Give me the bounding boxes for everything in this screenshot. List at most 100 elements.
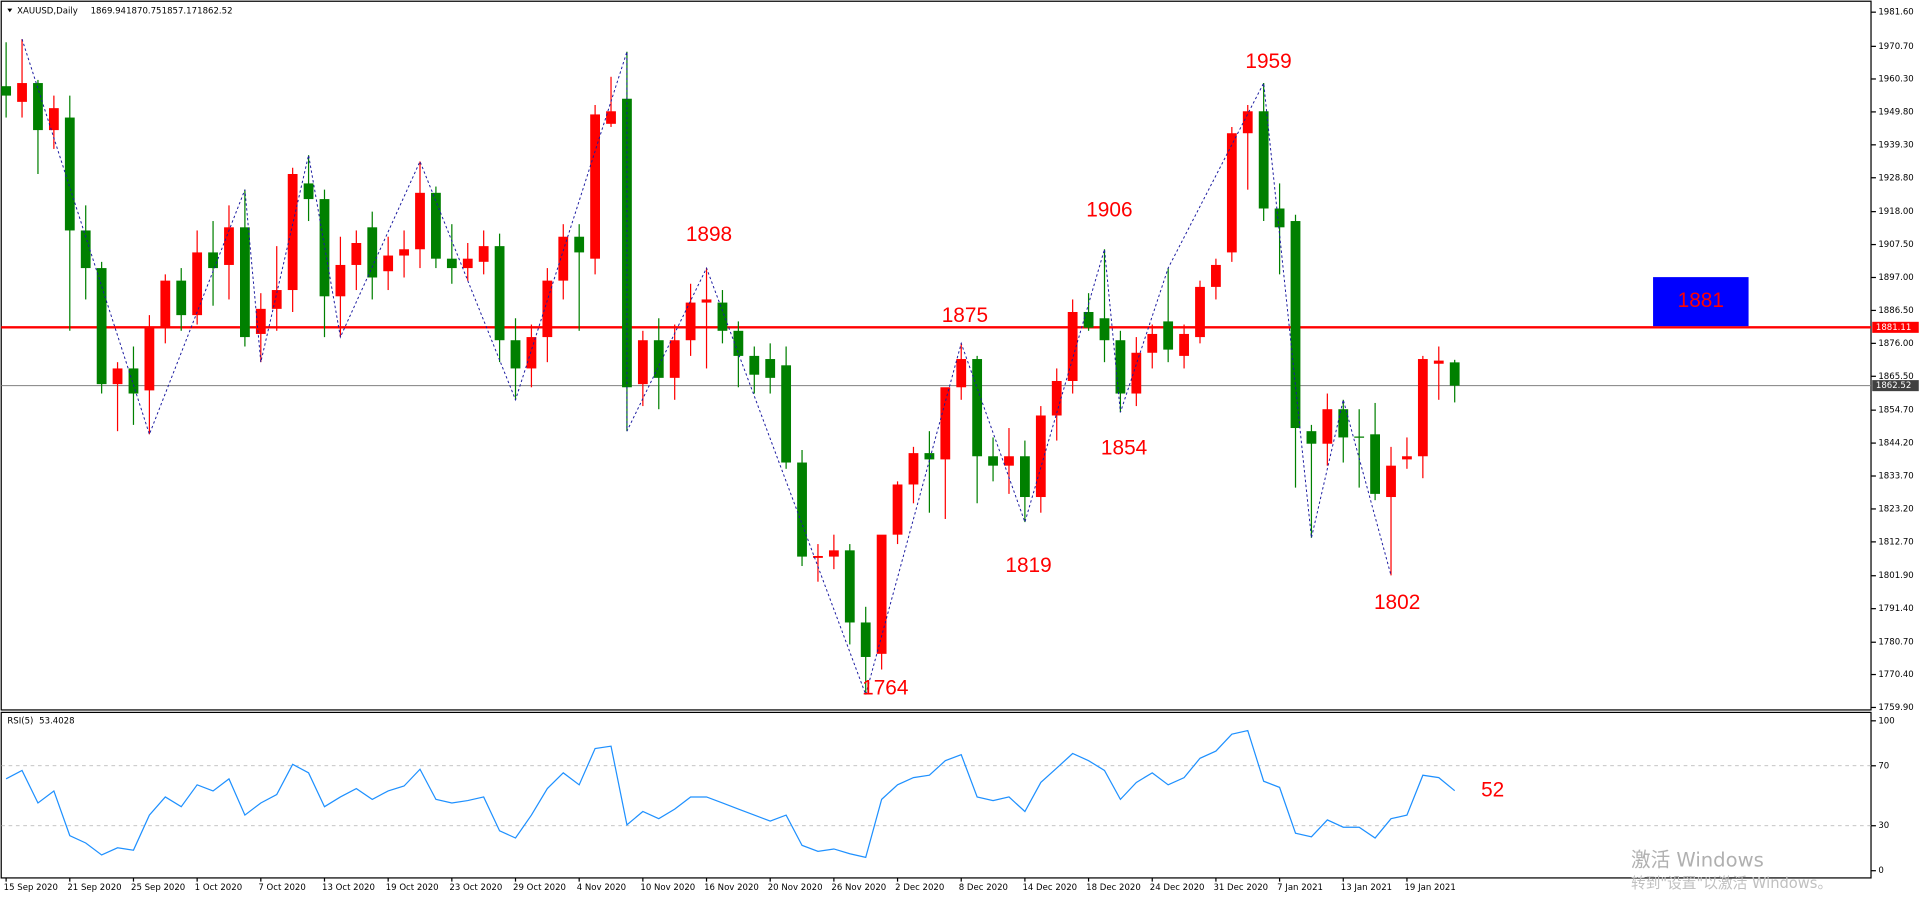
candle-body (1163, 321, 1174, 350)
candle-body (1274, 208, 1285, 228)
candle-body (64, 117, 75, 231)
y-tick-label: 0 (1878, 866, 1883, 876)
candle-body (287, 174, 298, 291)
candle-body (701, 299, 712, 303)
x-tick-label: 7 Oct 2020 (258, 883, 305, 893)
candle-body (240, 227, 250, 338)
candle-body (319, 199, 330, 297)
x-tick-label: 21 Sep 2020 (67, 883, 121, 893)
candle-body (192, 252, 203, 316)
candle-body (526, 337, 537, 369)
candle-body (415, 192, 425, 250)
candle-body (1433, 360, 1444, 364)
y-tick-label: 1865.50 (1878, 372, 1913, 382)
candle-body (892, 484, 903, 535)
x-tick-label: 1 Oct 2020 (195, 883, 242, 893)
x-tick-label: 7 Jan 2021 (1277, 883, 1323, 893)
ohlc-low: 1857.17 (162, 7, 197, 17)
y-tick-label: 1770.40 (1878, 670, 1913, 680)
annotation: 1959 (1245, 50, 1291, 73)
annotation: 1898 (686, 223, 732, 246)
x-tick-label: 10 Nov 2020 (640, 883, 695, 893)
y-tick-label: 1854.70 (1878, 406, 1913, 416)
candle-body (972, 359, 983, 457)
candle-body (781, 365, 792, 463)
candle-body (1306, 431, 1317, 444)
candle-body (399, 249, 409, 256)
y-tick-label: 1823.20 (1878, 504, 1913, 514)
candle-body (80, 230, 91, 269)
candle-body (733, 330, 744, 356)
candle-body (797, 462, 807, 557)
candle-body (1290, 221, 1301, 429)
annotation: 1875 (942, 304, 988, 327)
box-label: 1881 (1678, 289, 1724, 312)
candle-body (813, 555, 823, 558)
candle-body (622, 98, 632, 388)
x-tick-label: 18 Dec 2020 (1086, 883, 1141, 893)
candle-body (494, 246, 505, 341)
x-tick-label: 2 Dec 2020 (895, 883, 944, 893)
candle-body (844, 550, 855, 623)
candle-body (574, 236, 585, 253)
candle-body (160, 280, 171, 328)
candle-body (1417, 359, 1428, 457)
candle-body (208, 252, 218, 269)
candle-body (876, 534, 887, 654)
candle-body (1115, 340, 1126, 394)
x-tick-label: 16 Nov 2020 (704, 883, 759, 893)
candle-body (303, 183, 314, 200)
y-tick-label: 1759.90 (1878, 703, 1913, 713)
annotation: 1906 (1086, 198, 1132, 221)
watermark: 转到"设置"以激活 Windows。 (1631, 875, 1832, 892)
candle-body (17, 83, 27, 102)
candle-body (1402, 456, 1412, 460)
candle-body (1258, 111, 1269, 209)
candle-body (542, 280, 553, 338)
y-tick-label: 1918.00 (1878, 207, 1913, 217)
y-tick-label: 1960.30 (1878, 74, 1913, 84)
label-box (1653, 277, 1749, 327)
candle-body (590, 114, 600, 259)
candle-body (956, 359, 967, 388)
annotation: 1764 (862, 677, 908, 700)
symbol: XAUUSD,Daily (17, 7, 78, 17)
x-tick-label: 14 Dec 2020 (1022, 883, 1077, 893)
candle-body (271, 290, 282, 309)
x-tick-label: 25 Sep 2020 (131, 883, 185, 893)
x-tick-label: 19 Jan 2021 (1404, 883, 1455, 893)
candle-body (510, 340, 521, 369)
candle-body (462, 258, 473, 269)
header: XAUUSD,Daily 1869.94 1870.75 1857.17 186… (7, 7, 233, 17)
candle-body (1386, 465, 1396, 498)
candle-body (828, 550, 839, 557)
y-tick-label: 1801.90 (1878, 571, 1913, 581)
candle-body (1131, 352, 1142, 394)
x-tick-label: 19 Oct 2020 (386, 883, 439, 893)
y-tick-label: 1981.60 (1878, 8, 1913, 18)
y-tick-label: 1844.20 (1878, 439, 1913, 449)
candle-body (1179, 333, 1189, 356)
y-tick-label: 1970.70 (1878, 42, 1913, 52)
x-tick-label: 15 Sep 2020 (4, 883, 58, 893)
rsi-last: 53.4028 (39, 716, 74, 726)
candle-body (224, 227, 234, 265)
candle-body (112, 368, 123, 385)
candle-body (1, 86, 12, 96)
x-tick-label: 13 Oct 2020 (322, 883, 375, 893)
y-tick-label: 1907.50 (1878, 240, 1913, 250)
candle-body (558, 236, 569, 281)
candle-body (1370, 434, 1380, 494)
candle-body (908, 453, 919, 485)
ohlc-open: 1869.94 (91, 7, 126, 17)
candle-body (367, 227, 378, 278)
candle-body (128, 368, 139, 394)
candle-body (1051, 380, 1062, 416)
y-tick-label: 1928.80 (1878, 173, 1913, 183)
y-tick-label: 1833.70 (1878, 472, 1913, 482)
candle-body (1449, 362, 1460, 386)
candle-body (749, 355, 760, 375)
candle-body (606, 111, 616, 124)
x-tick-label: 26 Nov 2020 (831, 883, 886, 893)
